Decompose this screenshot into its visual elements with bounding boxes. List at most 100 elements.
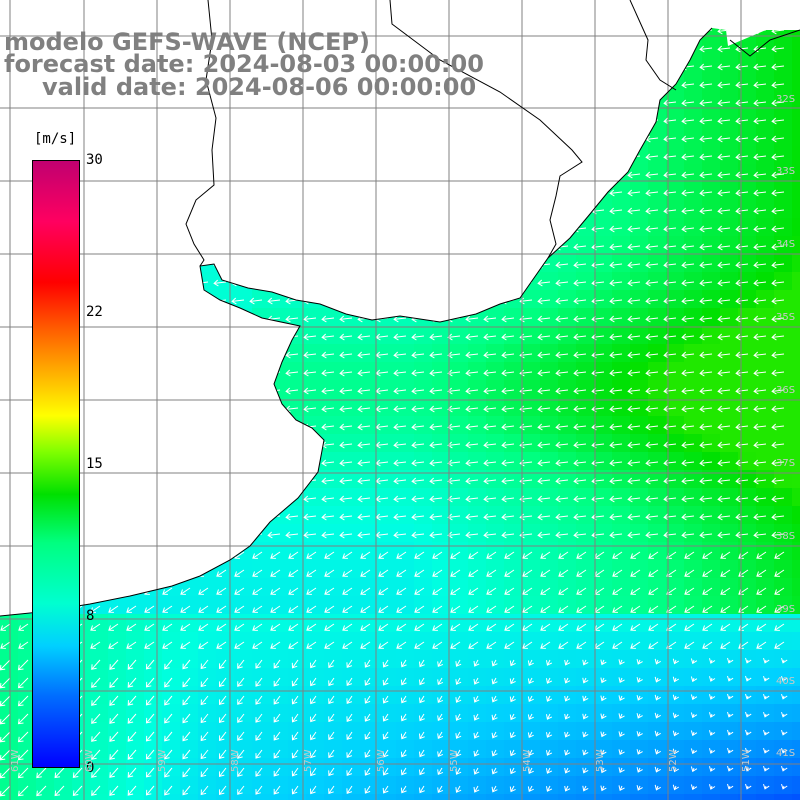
wind-cell bbox=[612, 254, 630, 272]
wind-arrow bbox=[33, 117, 47, 125]
wind-cell bbox=[450, 452, 468, 470]
wind-cell bbox=[378, 398, 396, 416]
wind-arrow bbox=[709, 694, 716, 700]
wind-cell bbox=[144, 362, 162, 380]
wind-arrow bbox=[419, 713, 425, 722]
wind-cell bbox=[396, 650, 414, 668]
wind-cell bbox=[702, 488, 720, 506]
wind-arrow bbox=[249, 441, 263, 449]
wind-cell bbox=[666, 380, 684, 398]
wind-cell bbox=[792, 200, 800, 218]
wind-cell bbox=[414, 506, 432, 524]
wind-cell bbox=[576, 470, 594, 488]
wind-arrow bbox=[771, 477, 785, 485]
wind-arrow bbox=[648, 605, 659, 613]
wind-cell bbox=[576, 722, 594, 740]
wind-cell bbox=[522, 164, 540, 182]
wind-arrow bbox=[717, 261, 731, 269]
wind-cell bbox=[252, 164, 270, 182]
wind-cell bbox=[576, 308, 594, 326]
wind-cell bbox=[612, 416, 630, 434]
wind-arrow bbox=[501, 459, 515, 467]
wind-arrow bbox=[145, 749, 155, 760]
wind-cell bbox=[774, 92, 792, 110]
wind-cell bbox=[432, 704, 450, 722]
wind-arrow bbox=[105, 189, 119, 197]
wind-cell bbox=[414, 398, 432, 416]
wind-cell bbox=[630, 128, 648, 146]
wind-arrow bbox=[306, 569, 317, 577]
wind-cell bbox=[252, 128, 270, 146]
wind-arrow bbox=[339, 513, 353, 521]
wind-cell bbox=[684, 704, 702, 722]
wind-arrow bbox=[672, 784, 680, 791]
wind-arrow bbox=[468, 623, 479, 631]
wind-cell bbox=[216, 794, 234, 800]
wind-arrow bbox=[509, 677, 516, 685]
wind-arrow bbox=[18, 569, 29, 577]
wind-cell bbox=[198, 398, 216, 416]
wind-cell bbox=[0, 398, 18, 416]
wind-cell bbox=[324, 200, 342, 218]
wind-arrow bbox=[321, 297, 335, 305]
wind-arrow bbox=[573, 189, 587, 197]
wind-arrow bbox=[0, 695, 11, 707]
wind-cell bbox=[666, 218, 684, 236]
wind-arrow bbox=[87, 135, 101, 143]
wind-arrow bbox=[342, 569, 353, 577]
wind-cell bbox=[0, 524, 18, 542]
wind-cell bbox=[126, 650, 144, 668]
wind-arrow bbox=[270, 551, 281, 559]
wind-cell bbox=[378, 722, 396, 740]
wind-cell bbox=[540, 740, 558, 758]
wind-arrow bbox=[447, 459, 461, 467]
wind-arrow bbox=[609, 531, 623, 539]
wind-cell bbox=[648, 28, 666, 38]
wind-arrow bbox=[537, 99, 551, 107]
wind-arrow bbox=[781, 693, 788, 700]
wind-cell bbox=[126, 434, 144, 452]
wind-arrow bbox=[735, 459, 749, 467]
wind-arrow bbox=[564, 713, 571, 720]
wind-arrow bbox=[699, 405, 713, 413]
wind-arrow bbox=[411, 333, 425, 341]
wind-arrow bbox=[720, 605, 731, 613]
wind-arrow bbox=[213, 243, 227, 251]
wind-arrow bbox=[213, 153, 227, 161]
wind-cell bbox=[342, 164, 360, 182]
wind-cell bbox=[558, 434, 576, 452]
wind-arrow bbox=[51, 117, 65, 125]
wind-arrow bbox=[218, 677, 227, 688]
wind-arrow bbox=[663, 531, 677, 539]
wind-cell bbox=[468, 182, 486, 200]
wind-cell bbox=[576, 380, 594, 398]
wind-arrow bbox=[339, 369, 353, 377]
wind-arrow bbox=[91, 695, 101, 706]
wind-cell bbox=[522, 470, 540, 488]
wind-arrow bbox=[0, 405, 11, 413]
wind-cell bbox=[522, 362, 540, 380]
wind-arrow bbox=[573, 81, 587, 89]
wind-arrow bbox=[429, 405, 443, 413]
wind-arrow bbox=[321, 459, 335, 467]
wind-arrow bbox=[699, 477, 713, 485]
wind-arrow bbox=[141, 513, 155, 521]
wind-arrow bbox=[546, 785, 553, 792]
wind-cell bbox=[162, 236, 180, 254]
wind-cell bbox=[522, 290, 540, 308]
wind-arrow bbox=[447, 333, 461, 341]
wind-arrow bbox=[753, 405, 767, 413]
wind-arrow bbox=[0, 785, 11, 797]
wind-arrow bbox=[15, 99, 29, 107]
wind-cell bbox=[594, 686, 612, 704]
wind-arrow bbox=[306, 623, 317, 631]
wind-arrow bbox=[771, 279, 785, 287]
wind-cell bbox=[342, 434, 360, 452]
wind-arrow bbox=[17, 731, 29, 743]
wind-cell bbox=[144, 254, 162, 272]
wind-arrow bbox=[609, 459, 623, 467]
wind-arrow bbox=[321, 171, 335, 179]
wind-cell bbox=[666, 110, 684, 128]
wind-cell bbox=[270, 218, 288, 236]
wind-cell bbox=[738, 164, 756, 182]
